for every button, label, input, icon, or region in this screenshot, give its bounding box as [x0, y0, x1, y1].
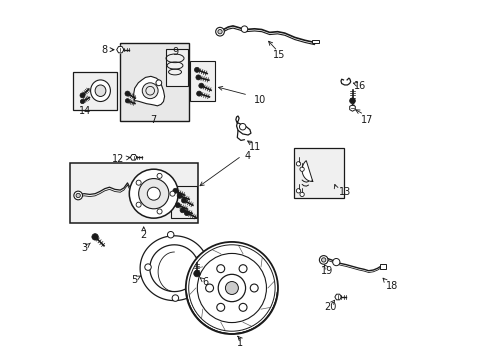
Circle shape: [92, 234, 98, 240]
Text: 10: 10: [253, 95, 265, 105]
Circle shape: [250, 284, 258, 292]
Circle shape: [218, 30, 222, 34]
Bar: [170, 186, 196, 218]
Circle shape: [239, 265, 246, 273]
Polygon shape: [133, 76, 164, 106]
Text: 20: 20: [324, 302, 336, 312]
Text: 9: 9: [172, 47, 178, 57]
Text: 3: 3: [81, 243, 87, 253]
Polygon shape: [235, 116, 250, 135]
Polygon shape: [117, 46, 123, 53]
Circle shape: [180, 208, 185, 213]
Circle shape: [185, 242, 277, 334]
Text: 12: 12: [111, 154, 124, 164]
Circle shape: [319, 256, 327, 264]
Text: 1: 1: [237, 338, 243, 348]
Circle shape: [157, 174, 162, 179]
Circle shape: [196, 91, 201, 96]
Text: 16: 16: [353, 81, 365, 91]
Polygon shape: [140, 236, 204, 301]
Circle shape: [332, 258, 339, 266]
Bar: [379, 264, 386, 269]
Circle shape: [129, 169, 178, 218]
Circle shape: [349, 98, 355, 104]
Circle shape: [216, 265, 224, 273]
Circle shape: [296, 162, 300, 166]
Circle shape: [239, 123, 245, 130]
Circle shape: [147, 187, 160, 200]
Circle shape: [156, 80, 162, 86]
Circle shape: [80, 99, 84, 104]
Circle shape: [296, 189, 300, 193]
Circle shape: [239, 303, 246, 311]
Polygon shape: [334, 294, 341, 300]
Circle shape: [205, 284, 213, 292]
Circle shape: [136, 202, 141, 207]
Circle shape: [215, 27, 224, 36]
Circle shape: [241, 26, 247, 32]
Bar: [311, 40, 318, 43]
Text: 2: 2: [140, 230, 146, 240]
Text: 17: 17: [360, 114, 372, 125]
Circle shape: [225, 282, 238, 294]
Circle shape: [216, 303, 224, 311]
Bar: [70, 163, 197, 223]
Bar: [294, 148, 343, 198]
Circle shape: [136, 180, 141, 185]
Circle shape: [172, 295, 178, 301]
Bar: [120, 43, 188, 121]
Circle shape: [170, 191, 175, 196]
Circle shape: [199, 83, 203, 88]
Polygon shape: [349, 105, 355, 111]
Circle shape: [321, 258, 325, 262]
Text: 13: 13: [338, 186, 350, 197]
Text: 8: 8: [101, 45, 107, 55]
Circle shape: [196, 75, 201, 80]
Bar: [190, 61, 215, 101]
Ellipse shape: [95, 85, 106, 96]
Circle shape: [139, 179, 168, 209]
Text: 18: 18: [386, 281, 398, 291]
Polygon shape: [302, 161, 312, 182]
Text: 14: 14: [79, 106, 91, 116]
Circle shape: [125, 99, 129, 103]
Circle shape: [177, 193, 182, 198]
Text: 5: 5: [131, 275, 137, 285]
Circle shape: [80, 93, 85, 98]
Circle shape: [194, 67, 199, 72]
Bar: [166, 49, 188, 86]
Circle shape: [299, 167, 304, 171]
Circle shape: [157, 209, 162, 214]
Circle shape: [167, 231, 174, 238]
Text: 11: 11: [249, 142, 261, 152]
Text: 15: 15: [272, 50, 285, 60]
Circle shape: [172, 188, 178, 193]
Circle shape: [181, 198, 186, 203]
Circle shape: [175, 203, 180, 208]
Circle shape: [144, 264, 151, 270]
Circle shape: [125, 91, 130, 96]
Circle shape: [218, 274, 245, 302]
Bar: [73, 72, 117, 110]
Ellipse shape: [90, 80, 110, 102]
Circle shape: [184, 211, 189, 216]
Circle shape: [193, 270, 200, 277]
Circle shape: [142, 83, 158, 99]
Circle shape: [74, 191, 82, 200]
Text: 4: 4: [244, 151, 251, 161]
Text: 6: 6: [202, 276, 208, 287]
Circle shape: [76, 193, 80, 198]
Circle shape: [299, 192, 304, 197]
Text: 19: 19: [321, 266, 333, 276]
Polygon shape: [130, 154, 137, 160]
Text: 7: 7: [150, 114, 157, 125]
